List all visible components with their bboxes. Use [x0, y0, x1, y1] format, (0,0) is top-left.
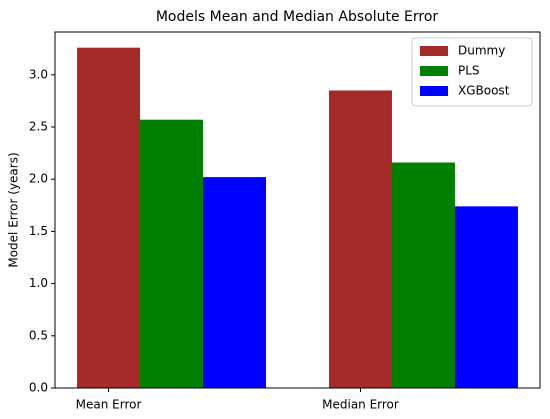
y-axis-label: Model Error (years): [7, 152, 21, 267]
bar: [140, 119, 204, 389]
bar: [454, 206, 518, 388]
y-tick-label: 3.0: [29, 67, 48, 81]
y-tick-label: 2.5: [29, 120, 48, 134]
bar: [328, 90, 392, 388]
bar: [203, 177, 267, 388]
y-tick-label: 0.5: [29, 328, 48, 342]
plot-frame: [54, 31, 541, 389]
bar: [77, 47, 141, 389]
y-tick-label: 2.0: [29, 172, 48, 186]
y-tick-label: 1.5: [29, 224, 48, 238]
y-tick-label: 1.0: [29, 276, 48, 290]
legend-label: PLS: [458, 64, 480, 78]
x-tick-label: Median Error: [322, 398, 399, 412]
legend-swatch: [420, 46, 448, 56]
legend-swatch: [420, 66, 448, 76]
x-tick-label: Mean Error: [76, 398, 142, 412]
chart-title: Models Mean and Median Absolute Error: [156, 9, 439, 25]
legend-label: XGBoost: [458, 84, 510, 98]
legend-swatch: [420, 86, 448, 96]
y-tick-label: 0.0: [29, 381, 48, 395]
bar: [391, 162, 455, 388]
legend-label: Dummy: [458, 44, 505, 58]
